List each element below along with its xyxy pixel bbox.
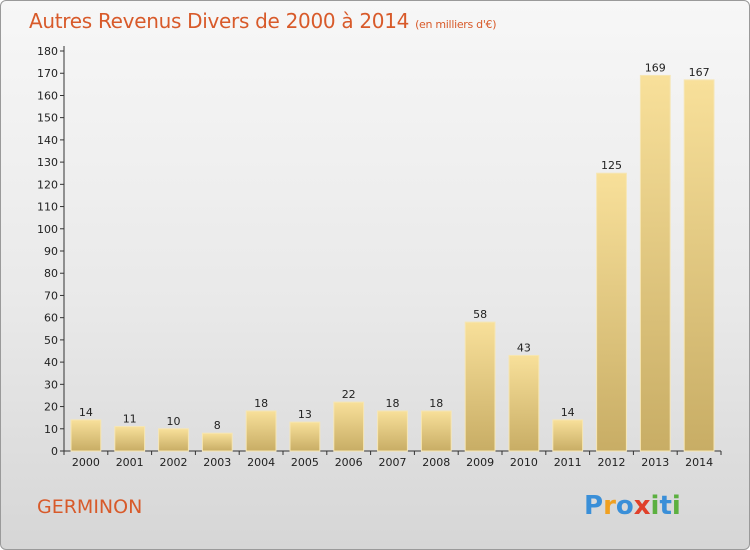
bar[interactable]: [377, 410, 408, 452]
logo-letter: o: [615, 491, 634, 521]
bar[interactable]: [464, 321, 496, 452]
y-tick-label: 50: [44, 334, 58, 347]
logo-letter: t: [659, 491, 672, 521]
y-tick-label: 130: [37, 156, 58, 169]
y-tick-label: 40: [44, 356, 58, 369]
bar[interactable]: [158, 428, 189, 452]
bar-value-label: 14: [561, 406, 575, 419]
x-tick-label: 2000: [72, 456, 100, 469]
x-tick-label: 2002: [160, 456, 188, 469]
x-tick-label: 2013: [641, 456, 669, 469]
bar-value-label: 13: [298, 408, 312, 421]
logo-letter: x: [633, 491, 651, 521]
y-tick-label: 120: [37, 178, 58, 191]
bar[interactable]: [420, 410, 452, 452]
logo-letter: i: [671, 491, 681, 521]
proxiti-logo[interactable]: Proxiti: [584, 491, 681, 521]
axes: 0 10 20 30 40 50 60 70 80 90 100 110 120 130 140 150 160…: [37, 45, 722, 469]
bar-value-label: 125: [601, 159, 622, 172]
y-tick-label: 90: [44, 245, 58, 258]
chart-title-text: Autres Revenus Divers de 2000 à 2014: [29, 9, 410, 33]
bar[interactable]: [201, 432, 233, 452]
x-tick-label: 2008: [422, 456, 450, 469]
y-tick-label: 100: [37, 223, 58, 236]
bar-value-label: 167: [689, 66, 710, 79]
x-tick-label: 2010: [510, 456, 538, 469]
bar-value-label: 11: [123, 413, 137, 426]
bar-value-label: 43: [517, 341, 531, 354]
bar[interactable]: [552, 419, 584, 452]
bar[interactable]: [639, 74, 671, 452]
x-tick-label: 2003: [203, 456, 231, 469]
chart-subtitle: (en milliers d'€): [415, 18, 497, 31]
x-tick-label: 2011: [554, 456, 582, 469]
bar-value-label: 8: [214, 419, 221, 432]
y-tick-label: 70: [44, 289, 58, 302]
bar-value-label: 169: [645, 61, 666, 74]
y-tick-label: 60: [44, 312, 58, 325]
x-tick-label: 2007: [379, 456, 407, 469]
bar-value-label: 10: [167, 415, 181, 428]
bar[interactable]: [114, 426, 146, 452]
x-tick-label: 2012: [598, 456, 626, 469]
y-tick-label: 170: [37, 67, 58, 80]
bar-value-label: 22: [342, 388, 356, 401]
x-tick-label: 2006: [335, 456, 363, 469]
y-tick-label: 160: [37, 89, 58, 102]
bar[interactable]: [508, 354, 540, 452]
logo-letter: i: [650, 491, 660, 521]
y-tick-label: 140: [37, 134, 58, 147]
bars: 14 11 10 8 18 13 22 18 18 58 43 14 125 169 167: [70, 61, 715, 452]
bar[interactable]: [70, 419, 102, 452]
x-tick-label: 2014: [685, 456, 713, 469]
x-tick-label: 2004: [247, 456, 275, 469]
bar-value-label: 18: [386, 397, 400, 410]
y-tick-label: 150: [37, 112, 58, 125]
logo-letter: r: [603, 491, 616, 521]
x-tick-label: 2009: [466, 456, 494, 469]
bar[interactable]: [683, 79, 715, 452]
y-tick-label: 20: [44, 401, 58, 414]
x-tick-label: 2001: [116, 456, 144, 469]
bar[interactable]: [596, 172, 627, 452]
y-tick-label: 0: [51, 445, 58, 458]
x-tick-label: 2005: [291, 456, 319, 469]
y-tick-label: 30: [44, 378, 58, 391]
y-tick-label: 180: [37, 45, 58, 58]
bar[interactable]: [245, 410, 277, 452]
bar[interactable]: [333, 401, 365, 452]
bar-value-label: 18: [429, 397, 443, 410]
logo-letter: P: [584, 491, 604, 521]
chart-title: Autres Revenus Divers de 2000 à 2014 (en …: [29, 9, 497, 33]
bar[interactable]: [289, 421, 321, 452]
bar-value-label: 14: [79, 406, 93, 419]
y-tick-label: 10: [44, 423, 58, 436]
bar-value-label: 58: [473, 308, 487, 321]
bar-value-label: 18: [254, 397, 268, 410]
y-tick-label: 110: [37, 201, 58, 214]
commune-name: GERMINON: [37, 496, 143, 518]
y-tick-label: 80: [44, 267, 58, 280]
